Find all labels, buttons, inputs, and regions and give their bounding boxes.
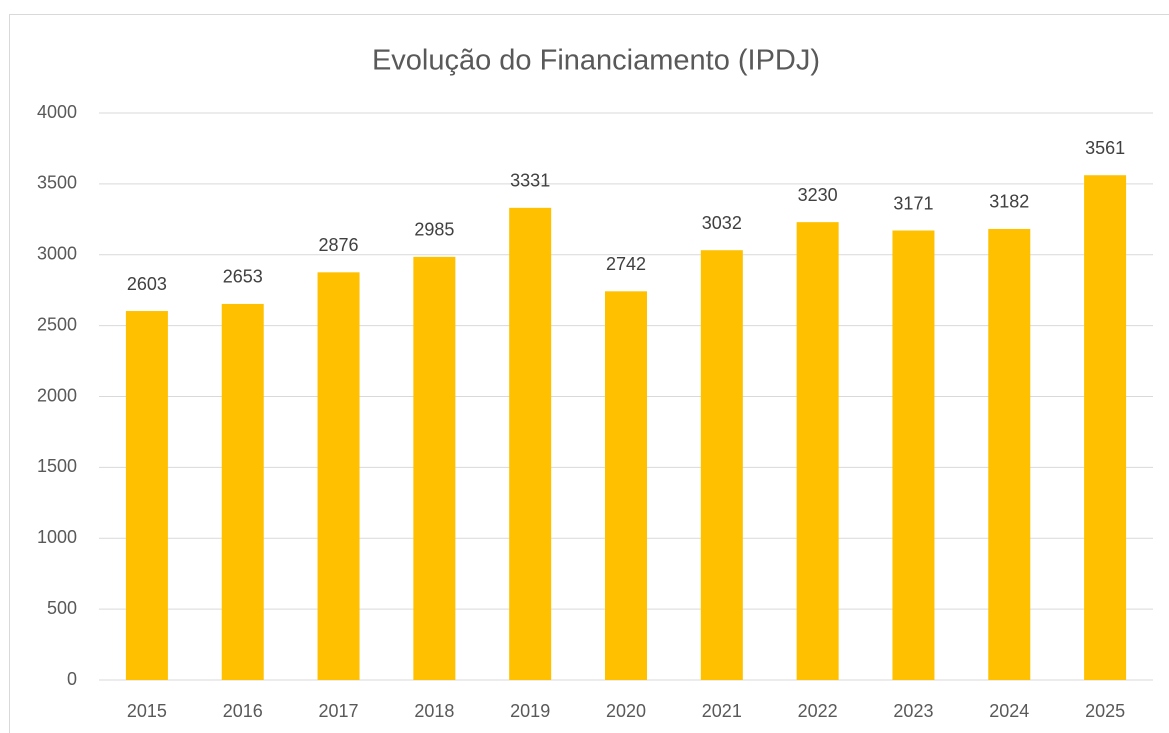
bar (1084, 175, 1127, 680)
data-label: 3331 (510, 171, 550, 191)
bar (892, 230, 935, 681)
data-label: 3182 (989, 192, 1029, 212)
chart-border (9, 14, 1169, 733)
bar (988, 228, 1031, 680)
bar (700, 250, 743, 681)
x-tick-label: 2025 (1085, 701, 1125, 721)
data-label: 2742 (606, 254, 646, 274)
x-tick-label: 2015 (127, 701, 167, 721)
x-tick-label: 2017 (319, 701, 359, 721)
y-tick-label: 500 (47, 598, 77, 618)
x-tick-label: 2018 (414, 701, 454, 721)
bar (509, 207, 552, 680)
data-label: 3171 (893, 193, 933, 213)
bar (125, 311, 168, 680)
data-label: 3032 (702, 213, 742, 233)
data-label: 2876 (319, 235, 359, 255)
y-tick-label: 0 (67, 669, 77, 689)
x-tick-label: 2021 (702, 701, 742, 721)
bar (605, 291, 647, 680)
bar (796, 222, 839, 680)
data-label: 3230 (798, 185, 838, 205)
data-label: 2603 (127, 274, 167, 294)
y-tick-label: 2500 (37, 314, 77, 334)
y-tick-label: 4000 (37, 102, 77, 122)
chart-title: Evolução do Financiamento (IPDJ) (372, 45, 820, 77)
x-tick-label: 2020 (606, 701, 646, 721)
y-tick-label: 1500 (37, 456, 77, 476)
bar (413, 256, 456, 680)
y-tick-label: 1000 (37, 527, 77, 547)
bar (221, 303, 264, 680)
data-label: 2985 (414, 220, 454, 240)
data-label: 3561 (1085, 138, 1125, 158)
x-tick-label: 2023 (893, 701, 933, 721)
x-tick-label: 2016 (223, 701, 263, 721)
y-tick-label: 2000 (37, 385, 77, 405)
bar (317, 272, 360, 680)
y-tick-label: 3000 (37, 244, 77, 264)
x-tick-label: 2022 (798, 701, 838, 721)
y-tick-label: 3500 (37, 173, 77, 193)
x-tick-label: 2024 (989, 701, 1029, 721)
data-label: 2653 (223, 267, 263, 287)
x-tick-label: 2019 (510, 701, 550, 721)
